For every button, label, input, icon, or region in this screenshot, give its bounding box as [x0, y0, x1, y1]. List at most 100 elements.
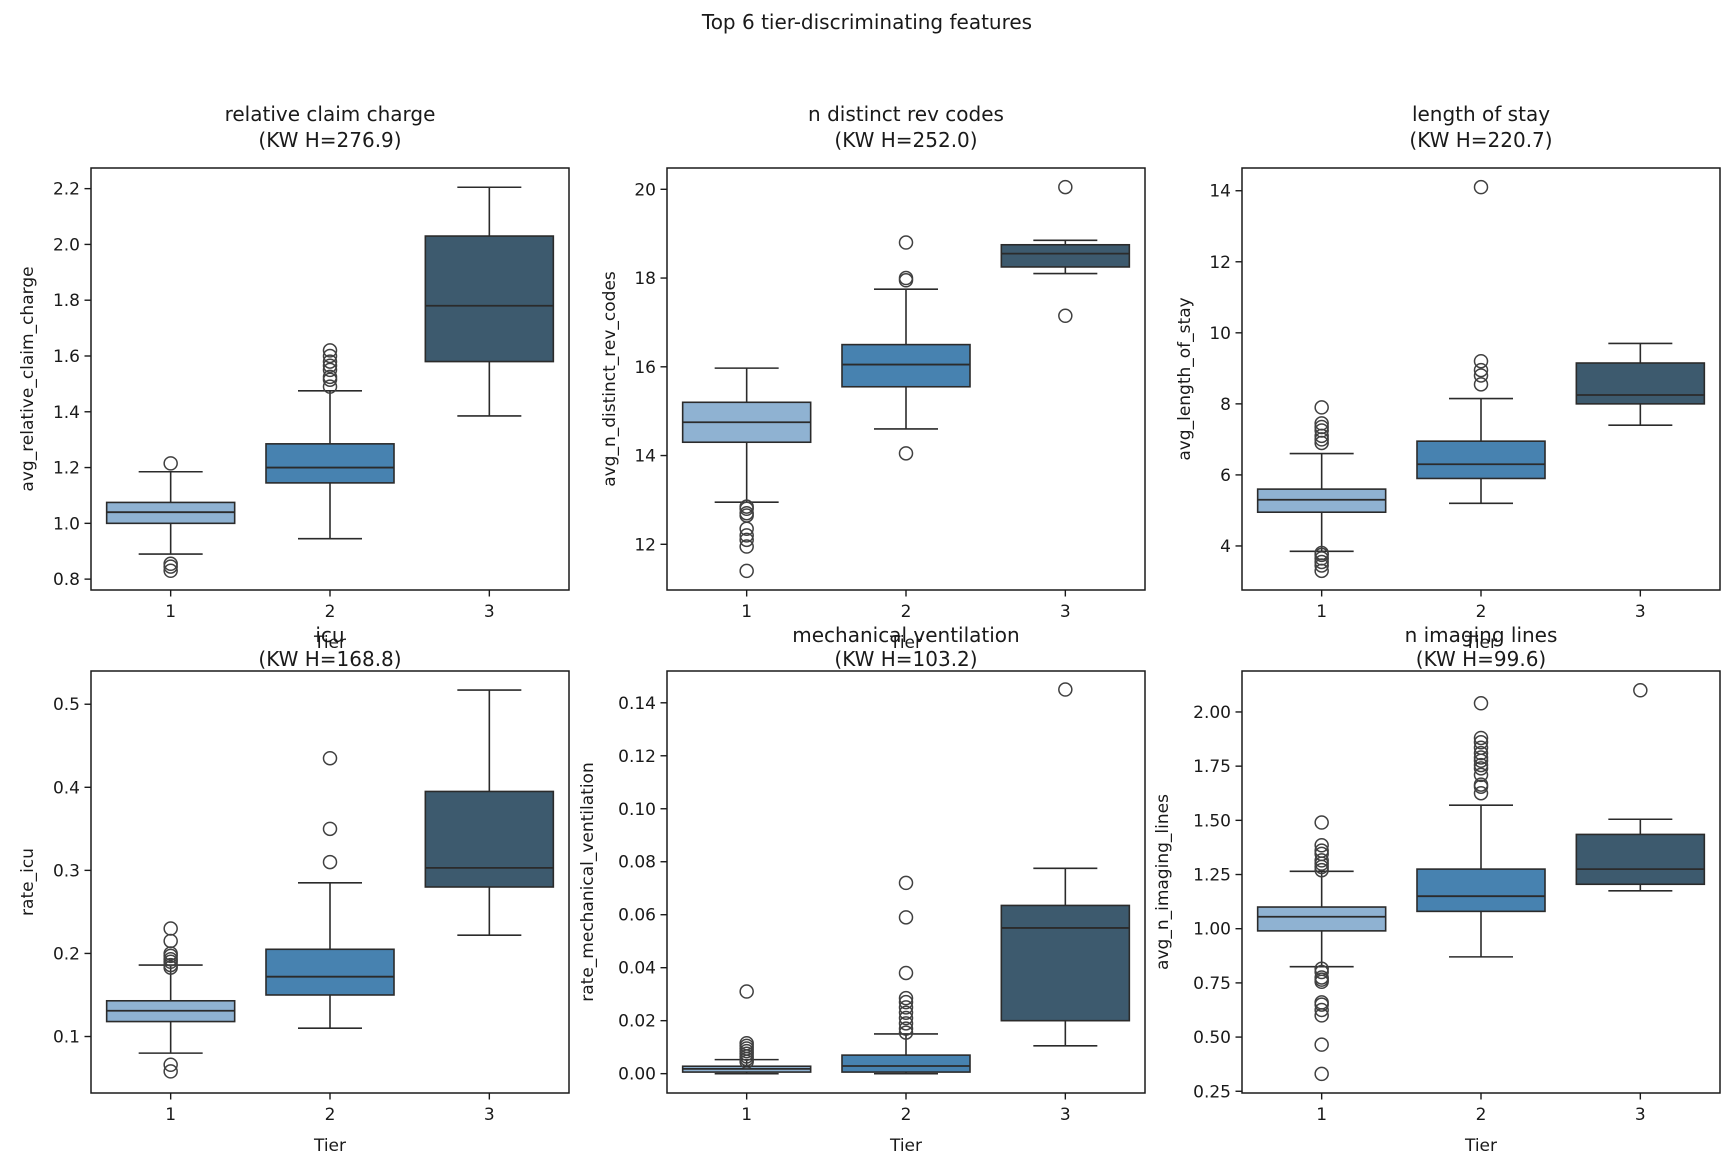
y-tick-label: 0.25: [1193, 1082, 1231, 1102]
iqr-box: [841, 343, 971, 388]
outlier-point: [898, 446, 914, 461]
outlier-point: [739, 984, 754, 999]
outlier-point: [1473, 761, 1489, 776]
x-tick-label: 1: [1316, 1105, 1327, 1125]
outlier-point: [1473, 362, 1489, 378]
boxplot-tier-1: [105, 921, 236, 1079]
y-tick-label: 1.50: [1193, 811, 1231, 831]
x-tick-label: 3: [1060, 602, 1071, 622]
y-tick-label: 18: [634, 269, 656, 289]
outlier-point: [163, 456, 178, 471]
x-tick-label: 2: [1476, 602, 1487, 622]
x-tick-label: 3: [484, 602, 495, 622]
outlier-point: [322, 343, 338, 358]
outlier-point: [1314, 558, 1329, 573]
y-tick-label: 20: [634, 180, 656, 200]
outlier-point: [1314, 1037, 1329, 1052]
y-tick-label: 8: [1220, 395, 1231, 415]
subplot-title: relative claim charge: [225, 102, 436, 126]
subplot-subtitle: (KW H=276.9): [258, 128, 401, 152]
y-tick-label: 16: [634, 358, 656, 378]
x-axis-label: Tier: [1464, 633, 1497, 653]
y-axis-label: avg_n_imaging_lines: [1153, 794, 1173, 970]
boxplot-tier-2: [265, 343, 395, 540]
x-tick-label: 3: [1635, 1105, 1646, 1125]
boxplot-tier-2: [1416, 696, 1546, 958]
subplot-title: n imaging lines: [1405, 623, 1558, 647]
subplot-subtitle: (KW H=220.7): [1409, 128, 1552, 152]
y-tick-label: 0.08: [618, 853, 656, 873]
subplot-title: icu: [315, 623, 344, 647]
boxplot-tier-1: [1256, 400, 1387, 579]
y-tick-label: 1.4: [53, 403, 80, 423]
iqr-box: [1000, 243, 1131, 268]
subplot-subtitle: (KW H=99.6): [1416, 647, 1546, 671]
subplot-mechanical-ventilation: 0.00 0.02 0.04 0.06 0.08 0.10 0.12 0.14 1 2 3 mecha…: [578, 623, 1146, 1156]
outlier-point: [163, 559, 178, 574]
outlier-point: [1314, 554, 1329, 570]
outlier-point: [1473, 757, 1489, 773]
outlier-point: [322, 354, 338, 369]
outlier-point: [739, 563, 754, 579]
x-tick-label: 3: [484, 1105, 495, 1125]
outlier-point: [739, 1054, 754, 1069]
y-tick-label: 0.50: [1193, 1028, 1231, 1048]
outlier-point: [898, 990, 914, 1006]
outlier-point: [1473, 377, 1489, 392]
boxplot-tier-2: [841, 235, 971, 461]
boxplot-tier-3: [424, 186, 555, 417]
outlier-point: [898, 273, 914, 288]
y-tick-label: 0.1: [53, 1028, 80, 1048]
iqr-box: [1000, 904, 1131, 1022]
y-tick-label: 0.12: [618, 747, 656, 767]
x-tick-label: 2: [325, 1105, 336, 1125]
outlier-point: [1473, 753, 1489, 768]
outlier-point: [898, 994, 914, 1010]
y-tick-label: 0.2: [53, 944, 80, 964]
y-tick-label: 1.0: [53, 514, 80, 534]
outlier-point: [739, 539, 754, 554]
outlier-point: [1633, 683, 1648, 698]
y-tick-label: 1.75: [1193, 757, 1231, 777]
y-axis-label: avg_length_of_stay: [1175, 297, 1195, 460]
outlier-point: [1473, 750, 1489, 765]
y-axis-label: avg_n_distinct_rev_codes: [600, 271, 620, 487]
outlier-point: [898, 875, 914, 891]
y-tick-label: 1.2: [53, 459, 80, 479]
y-tick-label: 2.2: [53, 180, 80, 200]
iqr-box: [1416, 440, 1546, 480]
outlier-point: [898, 1010, 914, 1026]
subplot-title: length of stay: [1412, 102, 1550, 126]
outlier-point: [898, 1000, 914, 1015]
y-tick-label: 2.00: [1193, 703, 1231, 723]
boxplot-tier-1: [1256, 815, 1387, 1082]
boxplot-tier-3: [1575, 683, 1706, 892]
subplot-title: mechanical ventilation: [792, 623, 1019, 647]
outlier-point: [163, 954, 178, 969]
outlier-point: [1058, 308, 1073, 324]
boxplot-tier-3: [424, 689, 555, 936]
outlier-point: [739, 528, 754, 543]
outlier-point: [1314, 419, 1329, 435]
outlier-point: [322, 369, 338, 385]
y-tick-label: 0.02: [618, 1012, 656, 1032]
iqr-box: [1416, 868, 1546, 913]
outlier-point: [1473, 767, 1489, 783]
outlier-point: [898, 910, 914, 925]
x-tick-label: 3: [1060, 1105, 1071, 1125]
boxplot-tier-2: [265, 750, 395, 1030]
outlier-point: [1473, 368, 1489, 383]
outlier-point: [898, 235, 914, 250]
outlier-point: [898, 1005, 914, 1020]
subplot-n-imaging-lines: 0.25 0.50 0.75 1.00 1.25 1.50 1.75 2.00 1 2 3 n ima…: [1153, 623, 1721, 1156]
y-axis-label: rate_icu: [18, 848, 38, 916]
outlier-point: [1473, 179, 1489, 195]
boxplot-tier-1: [105, 456, 236, 579]
y-tick-label: 1.6: [53, 347, 80, 367]
boxplot-tier-1: [681, 367, 812, 579]
outlier-point: [1314, 862, 1329, 878]
outlier-point: [1473, 353, 1489, 369]
